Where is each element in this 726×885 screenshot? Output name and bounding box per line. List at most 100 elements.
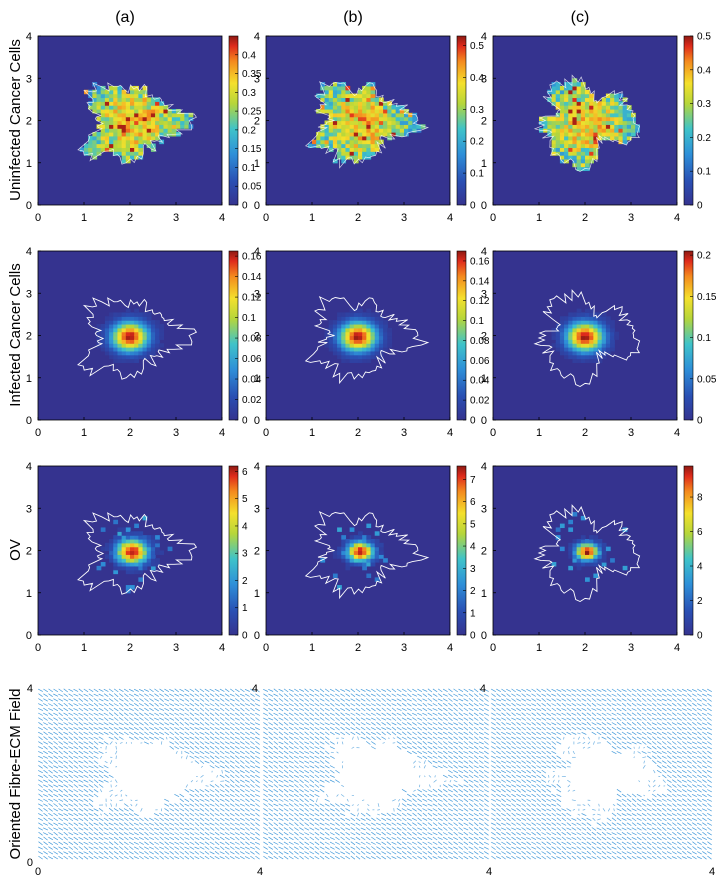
heatmap-cell: [610, 320, 615, 325]
fibre-segment: [219, 712, 225, 716]
fibre-segment: [239, 703, 245, 707]
heatmap-cell: [104, 132, 110, 137]
fibre-segment: [113, 712, 119, 717]
heatmap-cell: [559, 155, 565, 160]
heatmap-cell: [564, 105, 569, 110]
fibre-segment: [345, 726, 351, 731]
fibre-segment: [234, 722, 240, 726]
heatmap-cell: [589, 343, 594, 348]
fibre-segment: [219, 693, 225, 697]
heatmap-cell: [593, 343, 599, 348]
heatmap-cell: [576, 339, 582, 344]
heatmap-cell: [605, 132, 611, 137]
fibre-segment: [345, 836, 351, 841]
fibre-segment: [491, 841, 497, 845]
heatmap-cell: [353, 554, 359, 559]
fibre-segment: [249, 765, 255, 769]
fibre-segment: [283, 836, 289, 841]
fibre-segment: [491, 698, 496, 702]
heatmap-cell: [539, 120, 544, 125]
fibre-segment: [299, 798, 304, 803]
heatmap-cell: [564, 128, 569, 133]
heatmap-cell: [345, 112, 351, 118]
fibre-segment: [273, 789, 279, 793]
fibre-segment: [239, 855, 245, 860]
fibre-segment: [294, 812, 299, 817]
fibre-segment: [123, 813, 129, 817]
fibre-segment: [103, 832, 109, 836]
fibre-segment: [194, 693, 200, 697]
fibre-segment: [83, 831, 89, 836]
heatmap-cell: [113, 143, 119, 148]
fibre-segment: [43, 808, 48, 812]
heatmap-cell: [576, 82, 582, 87]
x-tick-label: 2: [127, 212, 133, 224]
fibre-segment: [255, 827, 260, 831]
heatmap-cell: [113, 151, 119, 156]
heatmap-cell: [555, 101, 561, 106]
fibre-segment: [99, 813, 103, 816]
fibre-segment: [278, 688, 284, 692]
heatmap-cell: [332, 158, 338, 164]
y-tick-label: 0: [254, 200, 260, 212]
heatmap-cell: [362, 546, 367, 552]
heatmap-cell: [551, 135, 557, 141]
heatmap-cell: [150, 335, 156, 340]
heatmap-cell: [572, 147, 578, 152]
heatmap-cell: [366, 132, 372, 137]
heatmap-cell: [374, 128, 380, 133]
fibre-segment: [224, 736, 230, 740]
fibre-segment: [224, 832, 230, 836]
heatmap-cell: [324, 85, 330, 91]
fibre-segment: [190, 779, 194, 783]
heatmap-cell: [142, 135, 148, 141]
fibre-segment: [113, 731, 119, 736]
heatmap-cell: [589, 147, 594, 152]
x-tick-label: 3: [173, 642, 179, 654]
heatmap-cell: [597, 108, 603, 114]
heatmap-cell: [104, 331, 110, 337]
heatmap-cell: [601, 320, 607, 325]
heatmap-cell: [366, 308, 372, 314]
fibre-segment: [401, 702, 407, 707]
fibre-segment: [58, 688, 64, 693]
heatmap-cell: [117, 93, 123, 99]
fibre-segment: [309, 827, 315, 831]
fibre-segment: [329, 841, 335, 845]
heatmap-cell: [408, 124, 413, 129]
fibre-segment: [335, 846, 340, 850]
heatmap-cell: [117, 139, 123, 145]
heatmap-cell: [395, 105, 401, 110]
heatmap-cell: [117, 565, 123, 571]
fibre-segment: [199, 836, 205, 841]
fibre-segment: [189, 688, 195, 692]
fibre-segment: [204, 846, 210, 850]
fibre-segment: [99, 755, 103, 759]
fibre-segment: [78, 750, 84, 755]
heatmap-cell: [580, 535, 586, 540]
fibre-segment: [209, 693, 215, 697]
heatmap-cell: [362, 535, 367, 540]
heatmap-cell: [366, 320, 372, 325]
fibre-segment: [98, 841, 104, 845]
heatmap-cell: [134, 124, 139, 129]
heatmap-cell: [138, 320, 144, 325]
heatmap-cell: [341, 155, 347, 160]
heatmap-cell: [370, 97, 376, 102]
fibre-segment: [184, 855, 190, 860]
fibre-segment: [293, 707, 299, 712]
heatmap-cell: [618, 108, 624, 114]
heatmap-cell: [547, 116, 553, 122]
heatmap-cell: [345, 155, 351, 160]
fibre-segment: [288, 827, 294, 831]
fibre-segment: [283, 788, 289, 793]
fibre-segment: [144, 846, 149, 850]
fibre-segment: [139, 707, 144, 712]
fibre-segment: [288, 712, 294, 716]
heatmap-cell: [349, 147, 355, 152]
heatmap-cell: [597, 354, 603, 360]
heatmap-cell: [142, 120, 148, 125]
fibre-segment: [48, 717, 53, 721]
fibre-segment: [427, 855, 433, 860]
colorbar-tick-label: 0.15: [697, 292, 717, 303]
